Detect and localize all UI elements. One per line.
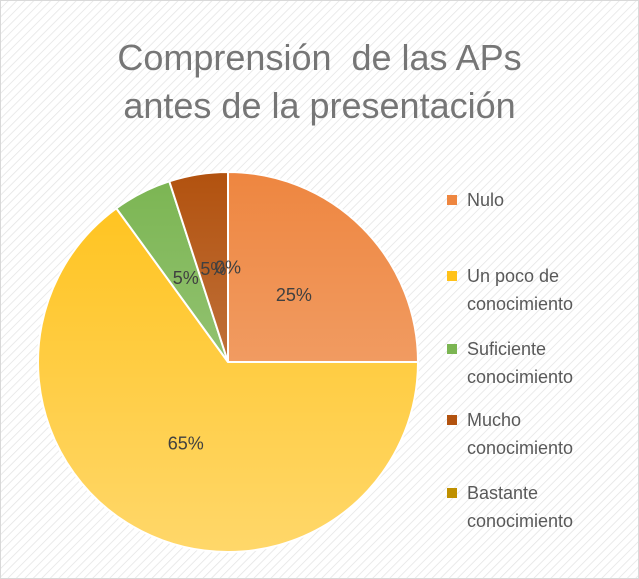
legend-swatch <box>447 344 457 354</box>
data-label: 65% <box>168 434 204 454</box>
legend-label: Suficiente conocimiento <box>467 339 574 387</box>
legend-swatch <box>447 271 457 281</box>
pie <box>37 170 420 553</box>
legend-item: Nulo <box>447 186 627 214</box>
legend-item: Un poco de conocimiento <box>447 262 627 318</box>
data-label: 25% <box>276 285 312 305</box>
legend-swatch <box>447 195 457 205</box>
legend-swatch <box>447 488 457 498</box>
legend-label: Nulo <box>467 190 505 210</box>
data-labels: 25%65%5% 5%0% <box>168 258 312 454</box>
legend-label: Mucho conocimiento <box>467 410 574 458</box>
data-label: 0% <box>215 258 241 278</box>
legend-swatch <box>447 415 457 425</box>
legend-label: Bastante conocimiento <box>467 483 574 531</box>
legend-item: Suficiente conocimiento <box>447 335 627 391</box>
legend-label: Un poco de conocimiento <box>467 266 574 314</box>
data-label: 5% <box>173 268 199 288</box>
data-label: 5% <box>200 259 226 279</box>
legend-item: Mucho conocimiento <box>447 406 627 462</box>
legend-item: Bastante conocimiento <box>447 479 627 535</box>
